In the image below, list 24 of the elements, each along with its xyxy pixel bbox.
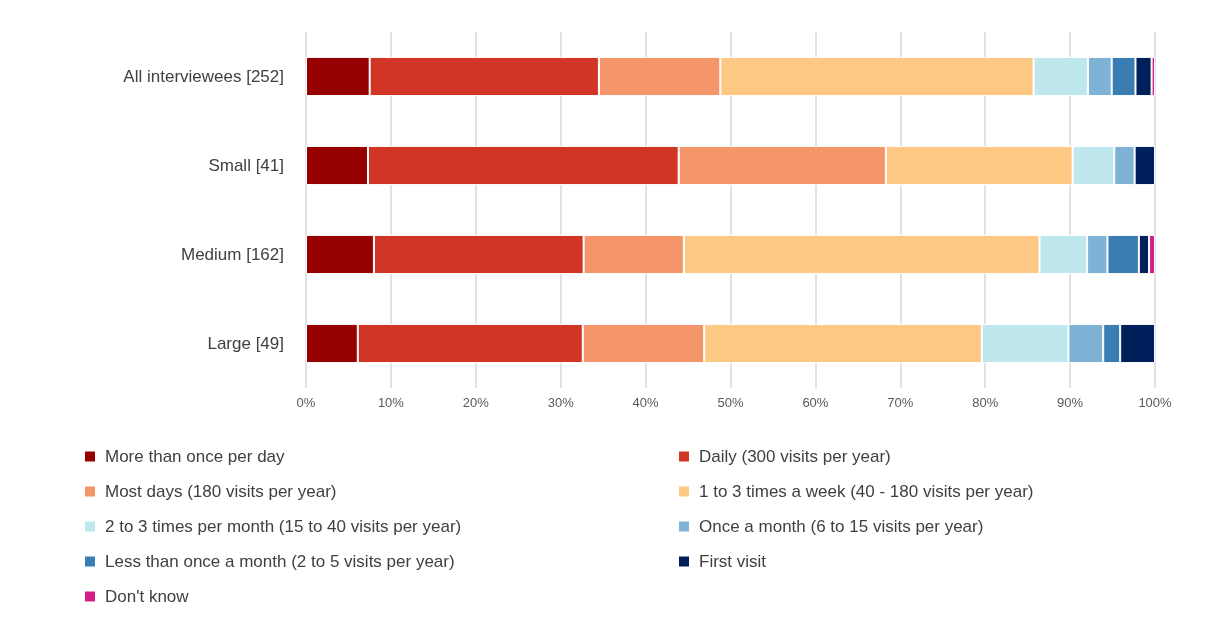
x-tick-label: 60%: [802, 395, 829, 410]
y-tick-label: Medium [162]: [181, 245, 284, 264]
legend-label: 1 to 3 times a week (40 - 180 visits per year): [699, 482, 1034, 501]
x-tick-label: 70%: [887, 395, 914, 410]
y-tick-label: All interviewees [252]: [123, 67, 284, 86]
x-tick-label: 50%: [717, 395, 744, 410]
x-tick-label: 90%: [1057, 395, 1084, 410]
legend-label: Less than once a month (2 to 5 visits per year): [105, 552, 455, 571]
x-tick-label: 10%: [377, 395, 405, 410]
x-tick-label: 80%: [972, 395, 999, 410]
legend-label: Most days (180 visits per year): [105, 482, 337, 501]
x-tick-label: 0%: [296, 395, 316, 410]
y-tick-label: Large [49]: [207, 334, 284, 353]
x-tick-label: 100%: [1138, 395, 1173, 410]
legend-label: 2 to 3 times per month (15 to 40 visits per year): [105, 517, 462, 536]
legend-label: First visit: [699, 552, 767, 571]
legend-label: Daily (300 visits per year): [699, 447, 891, 466]
x-tick-label: 30%: [547, 395, 575, 410]
y-tick-label: Small [41]: [208, 156, 284, 175]
x-tick-label: 20%: [462, 395, 490, 410]
legend-label: Don't know: [105, 587, 190, 606]
legend-label: More than once per day: [105, 447, 286, 466]
x-tick-label: 40%: [632, 395, 660, 410]
legend-label: Once a month (6 to 15 visits per year): [699, 517, 984, 536]
